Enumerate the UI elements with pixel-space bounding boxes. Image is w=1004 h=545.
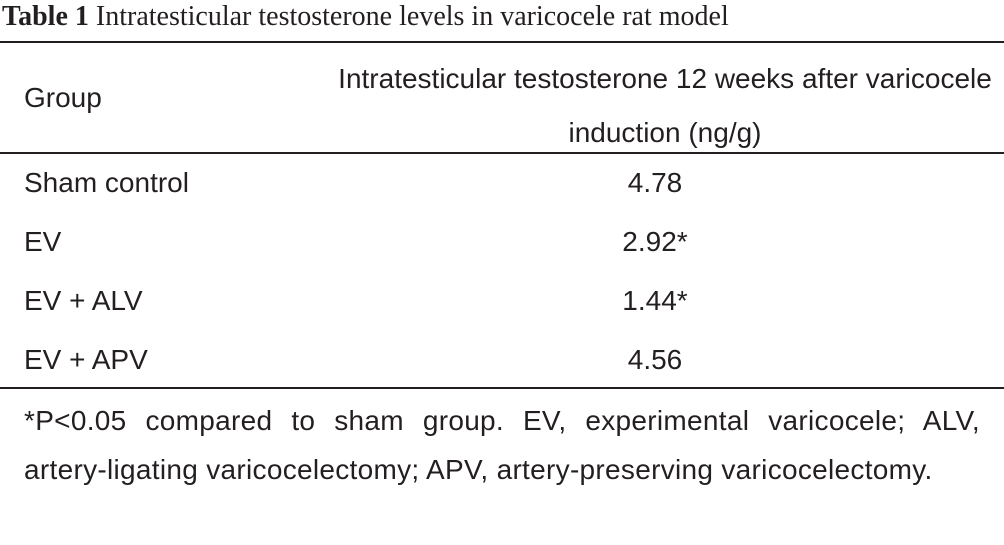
row-value-ev-apv: 4.56 bbox=[627, 344, 683, 375]
top-rule bbox=[0, 41, 1004, 43]
row-label-sham-control: Sham control bbox=[24, 167, 189, 198]
column-header-testosterone: Intratesticular testosterone 12 weeks af… bbox=[338, 63, 992, 148]
table-caption: Table 1 Intratesticular testosterone lev… bbox=[2, 0, 1002, 40]
column-header-group: Group bbox=[24, 82, 102, 113]
bottom-rule bbox=[0, 387, 1004, 389]
row-label-ev-alv: EV + ALV bbox=[24, 285, 143, 316]
row-label-ev: EV bbox=[24, 226, 62, 257]
header-rule bbox=[0, 152, 1004, 154]
table-footnote: *P<0.05 compared to sham group. EV, expe… bbox=[24, 405, 980, 485]
row-value-sham-control: 4.78 bbox=[627, 167, 683, 198]
row-value-ev-alv: 1.44* bbox=[622, 285, 688, 316]
row-value-ev: 2.92* bbox=[622, 226, 688, 257]
table-title: Intratesticular testosterone levels in v… bbox=[95, 1, 729, 32]
table-label: Table 1 bbox=[2, 1, 89, 32]
row-label-ev-apv: EV + APV bbox=[24, 344, 148, 375]
